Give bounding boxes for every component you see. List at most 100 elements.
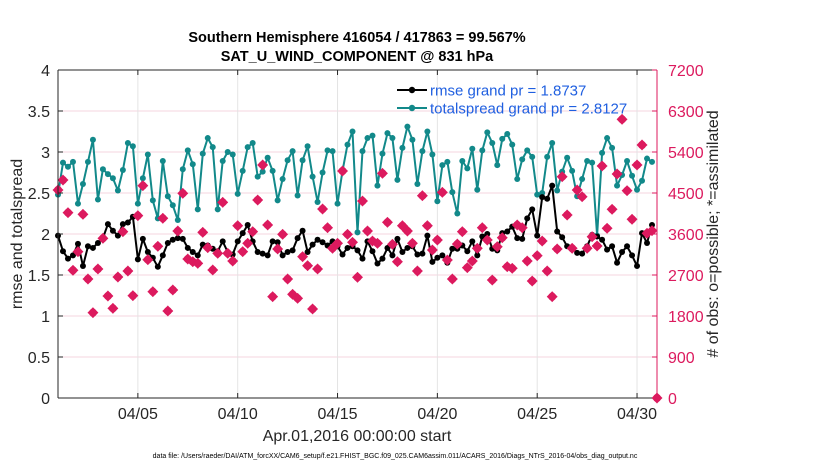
totalspread-point	[334, 200, 341, 207]
totalspread-point	[309, 173, 316, 180]
rmse-point	[559, 234, 566, 241]
obs-assimilated-point	[172, 225, 184, 237]
totalspread-point	[414, 180, 421, 187]
obs-assimilated-point	[217, 196, 229, 208]
obs-assimilated-point	[421, 220, 433, 232]
totalspread-point	[379, 150, 386, 157]
rmse-point	[549, 182, 556, 189]
obs-assimilated-point	[177, 187, 189, 199]
totalspread-point	[534, 191, 541, 198]
obs-assimilated-point	[277, 228, 289, 240]
rmse-point	[524, 215, 531, 222]
totalspread-point	[259, 168, 266, 175]
obs-assimilated-point	[307, 303, 319, 315]
rmse-point	[309, 241, 316, 248]
rmse-point	[434, 254, 441, 261]
obs-assimilated-point	[232, 220, 244, 232]
totalspread-point	[609, 144, 616, 151]
legend-label-totalspread: totalspread grand pr = 2.8127	[430, 101, 627, 118]
obs-assimilated-point	[491, 241, 503, 253]
legend-label-rmse: rmse grand pr = 1.8737	[430, 83, 586, 100]
rmse-point	[69, 252, 76, 259]
rmse-point	[604, 246, 611, 253]
totalspread-point	[419, 148, 426, 155]
rmse-point	[254, 249, 261, 256]
obs-assimilated-point	[372, 237, 383, 249]
obs-assimilated-point	[112, 271, 124, 283]
y-right-tick-label: 5400	[668, 145, 704, 162]
rmse-point	[534, 232, 541, 239]
obs-assimilated-point	[406, 237, 418, 249]
obs-assimilated-point	[626, 213, 638, 225]
rmse-point	[464, 248, 471, 255]
totalspread-point	[294, 192, 301, 199]
totalspread-point	[484, 129, 491, 136]
y-right-tick-label: 0	[668, 391, 677, 408]
obs-assimilated-point	[257, 159, 269, 171]
obs-assimilated-point	[57, 174, 69, 186]
rmse-point	[154, 263, 161, 270]
rmse-point	[384, 244, 391, 251]
obs-assimilated-point	[337, 165, 348, 177]
rmse-point	[134, 256, 141, 263]
obs-assimilated-point	[317, 203, 329, 215]
obs-assimilated-point	[621, 185, 633, 197]
rmse-point	[469, 238, 476, 245]
obs-assimilated-point	[237, 246, 249, 258]
obs-assimilated-point	[207, 264, 219, 276]
obs-assimilated-point	[132, 210, 144, 222]
totalspread-point	[394, 176, 401, 183]
y-right-tick-label: 2700	[668, 268, 704, 285]
obs-assimilated-point	[147, 286, 159, 298]
y-left-tick-label: 0.5	[28, 350, 50, 367]
totalspread-point	[74, 200, 81, 207]
obs-assimilated-point	[312, 263, 324, 275]
obs-assimilated-point	[247, 226, 259, 238]
rmse-point	[289, 247, 296, 254]
totalspread-point	[474, 186, 481, 193]
totalspread-point	[624, 158, 631, 165]
obs-assimilated-point	[197, 226, 209, 238]
grid-layer	[58, 70, 657, 398]
obs-assimilated-point	[342, 228, 353, 240]
totalspread-point	[494, 162, 501, 169]
totalspread-point	[229, 151, 236, 158]
rmse-point	[319, 239, 326, 246]
totalspread-point	[529, 153, 536, 160]
totalspread-line	[57, 125, 653, 237]
totalspread-point	[234, 190, 241, 197]
y-right-tick-label: 6300	[668, 104, 704, 121]
totalspread-point	[644, 155, 651, 162]
totalspread-point	[169, 202, 176, 209]
tick-labels: 0 0.5 1 1.5 2 2.5 3 3.5 4 0 900 1800 2700 3600 4500 540…	[28, 63, 704, 423]
rmse-point	[414, 251, 421, 258]
obs-assimilated-point	[77, 208, 89, 220]
rmse-point	[284, 249, 291, 256]
y-left-tick-label: 1.5	[28, 268, 50, 285]
obs-assimilated-point	[466, 255, 478, 267]
obs-assimilated-point	[347, 236, 358, 248]
rmse-point	[394, 235, 401, 242]
obs-assimilated-point	[631, 159, 643, 171]
totalspread-point	[544, 153, 551, 160]
totalspread-point	[329, 148, 336, 155]
obs-assimilated-point	[496, 232, 508, 244]
totalspread-point	[449, 189, 456, 196]
totalspread-point	[554, 187, 561, 194]
totalspread-point	[639, 177, 646, 184]
totalspread-point	[369, 132, 376, 139]
obs-assimilated-point	[142, 254, 154, 266]
obs-assimilated-point	[102, 290, 114, 302]
rmse-point	[244, 221, 251, 228]
totalspread-point	[404, 123, 411, 130]
rmse-point	[399, 249, 406, 256]
totalspread-point	[629, 172, 636, 179]
totalspread-point	[444, 158, 451, 165]
x-tick-label: 04/25	[517, 406, 557, 423]
totalspread-point	[364, 135, 371, 142]
obs-assimilated-point	[67, 264, 79, 276]
obs-assimilated-point	[122, 265, 134, 277]
totalspread-point	[409, 136, 416, 143]
rmse-point	[424, 232, 431, 239]
